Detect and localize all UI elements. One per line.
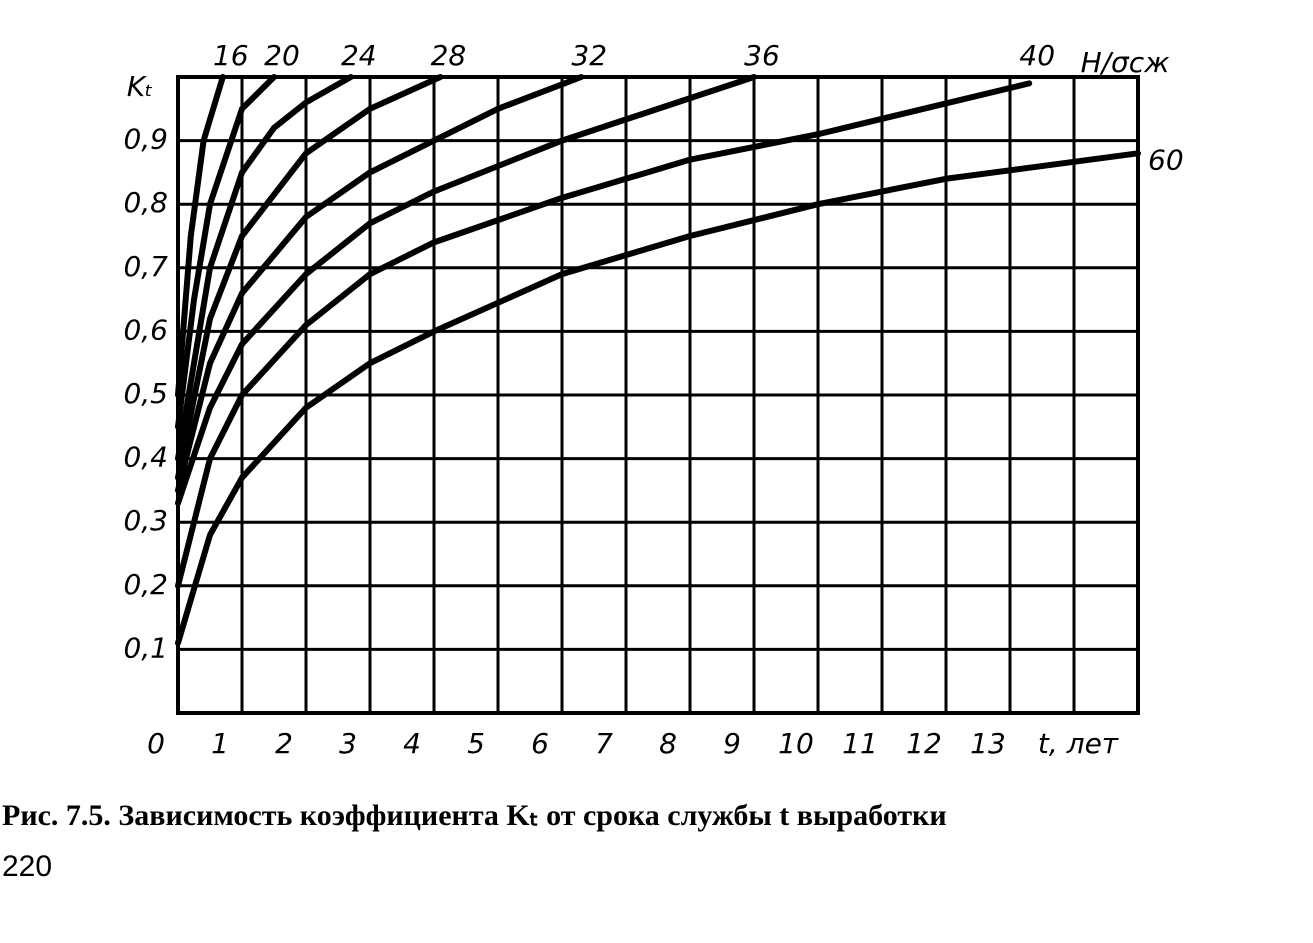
series-line — [175, 74, 757, 507]
y-tick-label: 0,9 — [123, 123, 168, 156]
series-label: 24 — [341, 39, 377, 72]
x-tick-label: 12 — [906, 727, 942, 760]
x-tick-label: 10 — [778, 727, 814, 760]
series-line — [175, 74, 354, 462]
series-label: 16 — [213, 39, 249, 72]
series-label: 20 — [264, 39, 300, 72]
series-line — [175, 74, 444, 481]
x-tick-label: 7 — [595, 727, 613, 760]
x-tick-label: 0 — [147, 727, 165, 760]
series-label: 36 — [744, 39, 780, 72]
caption: Рис. 7.5. Зависимость коэффициента Kₜ от… — [2, 799, 947, 832]
y-tick-label: 0,5 — [123, 377, 168, 410]
series-line — [175, 80, 1033, 589]
series-label: 28 — [431, 39, 467, 72]
x-tick-label: 9 — [723, 727, 741, 760]
y-tick-label: 0,3 — [123, 504, 168, 537]
x-tick-label: 13 — [970, 727, 1006, 760]
x-axis-label: t, лет — [1038, 727, 1119, 760]
y-tick-label: 0,7 — [123, 250, 168, 283]
x-tick-label: 8 — [659, 727, 677, 760]
series-line — [175, 74, 226, 398]
y-tick-label: 0,1 — [123, 631, 168, 664]
y-tick-label: 0,2 — [123, 568, 168, 601]
series-line — [175, 74, 585, 494]
x-tick-label: 4 — [403, 727, 421, 760]
series-label: 32 — [571, 39, 607, 72]
page-number: 220 — [2, 850, 52, 883]
x-tick-label: 2 — [275, 727, 293, 760]
x-tick-label: 6 — [531, 727, 549, 760]
x-tick-label: 11 — [842, 727, 878, 760]
x-tick-label: 1 — [211, 727, 229, 760]
x-tick-label: 5 — [467, 727, 485, 760]
series-label: 40 — [1019, 39, 1055, 72]
x-tick-label: 3 — [339, 727, 357, 760]
series-line — [175, 74, 277, 430]
series-line — [175, 150, 1141, 647]
legend-title: H/σсж — [1081, 46, 1170, 79]
y-axis-label: Kₜ — [127, 70, 154, 103]
y-tick-label: 0,6 — [123, 313, 168, 346]
series-label: 60 — [1148, 143, 1184, 176]
y-tick-label: 0,8 — [123, 186, 168, 219]
y-tick-label: 0,4 — [123, 441, 168, 474]
